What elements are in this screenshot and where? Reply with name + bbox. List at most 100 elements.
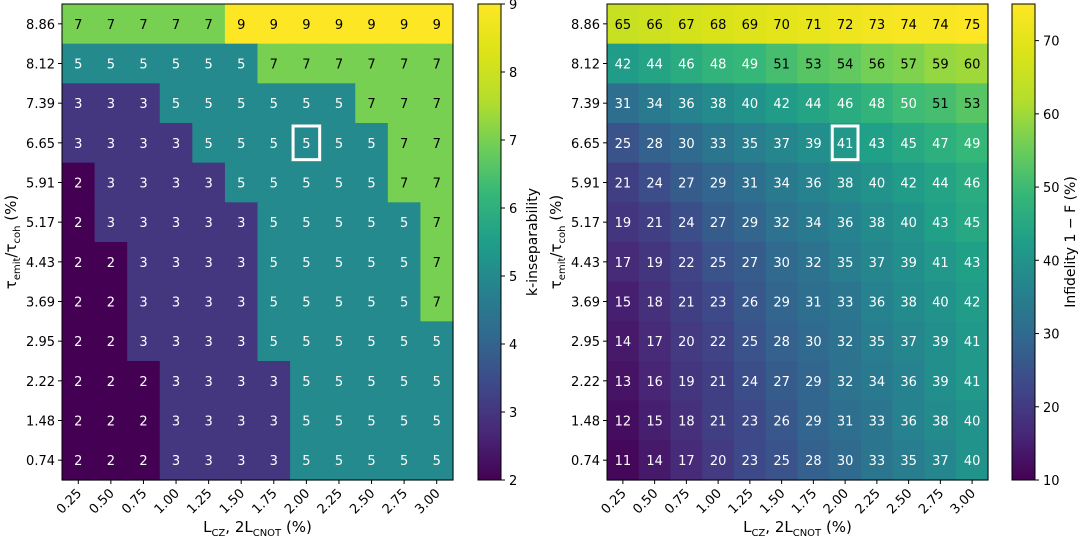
- y-tick-label: 8.86: [26, 18, 55, 33]
- cell-value-label: 19: [646, 256, 663, 271]
- heatmap-cell: [861, 162, 894, 203]
- y-tick-label: 5.91: [26, 177, 55, 192]
- cell-value-label: 5: [400, 335, 408, 350]
- heatmap-cell: [62, 43, 96, 84]
- x-tick-label: 2.00: [821, 486, 852, 517]
- cell-value-label: 24: [678, 216, 695, 231]
- cell-value-label: 48: [869, 97, 886, 112]
- heatmap-cell: [765, 440, 799, 481]
- x-tick-label: 0.50: [630, 486, 661, 517]
- heatmap-cell: [159, 83, 193, 124]
- heatmap-cell: [257, 123, 291, 164]
- colorbar-tick-label: 3: [509, 406, 517, 421]
- heatmap-cell: [797, 123, 830, 164]
- heatmap-cell: [420, 123, 454, 164]
- heatmap-cell: [924, 440, 957, 481]
- heatmap-cell: [224, 123, 259, 164]
- cell-value-label: 47: [932, 137, 949, 152]
- heatmap-cell: [192, 162, 226, 203]
- heatmap-cell: [322, 242, 356, 283]
- heatmap-cell: [62, 321, 96, 362]
- heatmap-cell: [94, 361, 128, 402]
- cell-value-label: 5: [400, 296, 408, 311]
- heatmap-cell: [607, 440, 640, 481]
- heatmap-cell: [924, 242, 957, 283]
- cell-value-label: 43: [964, 256, 981, 271]
- cell-value-label: 3: [204, 454, 212, 469]
- y-tick-label: 8.12: [571, 58, 600, 73]
- heatmap-cell: [322, 361, 356, 402]
- cell-value-label: 57: [900, 58, 917, 73]
- cell-value-label: 39: [805, 137, 822, 152]
- cell-value-label: 3: [172, 296, 180, 311]
- cell-value-label: 28: [773, 335, 790, 350]
- heatmap-cell: [797, 83, 830, 124]
- heatmap-cell: [702, 83, 735, 124]
- cell-value-label: 15: [615, 296, 632, 311]
- cell-value-label: 2: [74, 216, 82, 231]
- heatmap-cell: [734, 123, 767, 164]
- cell-value-label: 5: [270, 97, 278, 112]
- cell-value-label: 20: [678, 335, 695, 350]
- cell-value-label: 2: [139, 415, 147, 430]
- heatmap-cell: [224, 361, 259, 402]
- heatmap-cell: [94, 43, 128, 84]
- cell-value-label: 74: [932, 18, 949, 33]
- heatmap-cell: [257, 83, 291, 124]
- cell-value-label: 74: [900, 18, 917, 33]
- x-tick-label: 0.75: [662, 486, 693, 517]
- x-tick-label: 2.75: [380, 486, 411, 517]
- cell-value-label: 43: [869, 137, 886, 152]
- heatmap-cell: [797, 162, 830, 203]
- heatmap-cell: [159, 123, 193, 164]
- x-tick-label: 1.75: [250, 486, 281, 517]
- heatmap-cell: [734, 43, 767, 84]
- heatmap-cell: [159, 440, 193, 481]
- cell-value-label: 2: [107, 454, 115, 469]
- cell-value-label: 51: [932, 97, 949, 112]
- cell-value-label: 7: [172, 18, 180, 33]
- colorbar: [1011, 3, 1036, 481]
- heatmap-cell: [670, 242, 703, 283]
- cell-value-label: 3: [204, 296, 212, 311]
- heatmap-cell: [829, 242, 862, 283]
- y-axis-label: τemit/τcoh (%): [547, 195, 568, 289]
- heatmap-cell: [387, 400, 422, 441]
- cell-value-label: 9: [335, 18, 343, 33]
- heatmap-cell: [797, 440, 830, 481]
- x-tick-label: 2.25: [315, 486, 346, 517]
- heatmap-cell: [224, 202, 259, 243]
- heatmap-cell: [355, 400, 389, 441]
- heatmap-cell: [702, 321, 735, 362]
- cell-value-label: 17: [646, 335, 663, 350]
- cell-value-label: 3: [139, 97, 147, 112]
- cell-value-label: 43: [932, 216, 949, 231]
- heatmap-cell: [127, 83, 161, 124]
- cell-value-label: 16: [646, 375, 663, 390]
- cell-value-label: 23: [742, 454, 759, 469]
- cell-value-label: 3: [204, 335, 212, 350]
- heatmap-cell: [702, 361, 735, 402]
- cell-value-label: 27: [742, 256, 759, 271]
- heatmap-cell: [797, 4, 830, 45]
- cell-value-label: 5: [335, 415, 343, 430]
- cell-value-label: 5: [204, 137, 212, 152]
- heatmap-cell: [355, 202, 389, 243]
- cell-value-label: 5: [335, 97, 343, 112]
- heatmap-cell: [607, 242, 640, 283]
- heatmap-cell: [861, 281, 894, 322]
- heatmap-cell: [861, 440, 894, 481]
- cell-value-label: 2: [139, 454, 147, 469]
- heatmap-cell: [224, 4, 259, 45]
- heatmap-cell: [892, 4, 926, 45]
- heatmap-cell: [892, 400, 926, 441]
- heatmap-cell: [956, 281, 989, 322]
- heatmap-cell: [94, 202, 128, 243]
- cell-value-label: 35: [742, 137, 759, 152]
- heatmap-cell: [797, 202, 830, 243]
- cell-value-label: 3: [237, 335, 245, 350]
- cell-value-label: 33: [710, 137, 727, 152]
- cell-value-label: 7: [367, 58, 375, 73]
- y-tick-label: 7.39: [26, 97, 55, 112]
- cell-value-label: 35: [869, 335, 886, 350]
